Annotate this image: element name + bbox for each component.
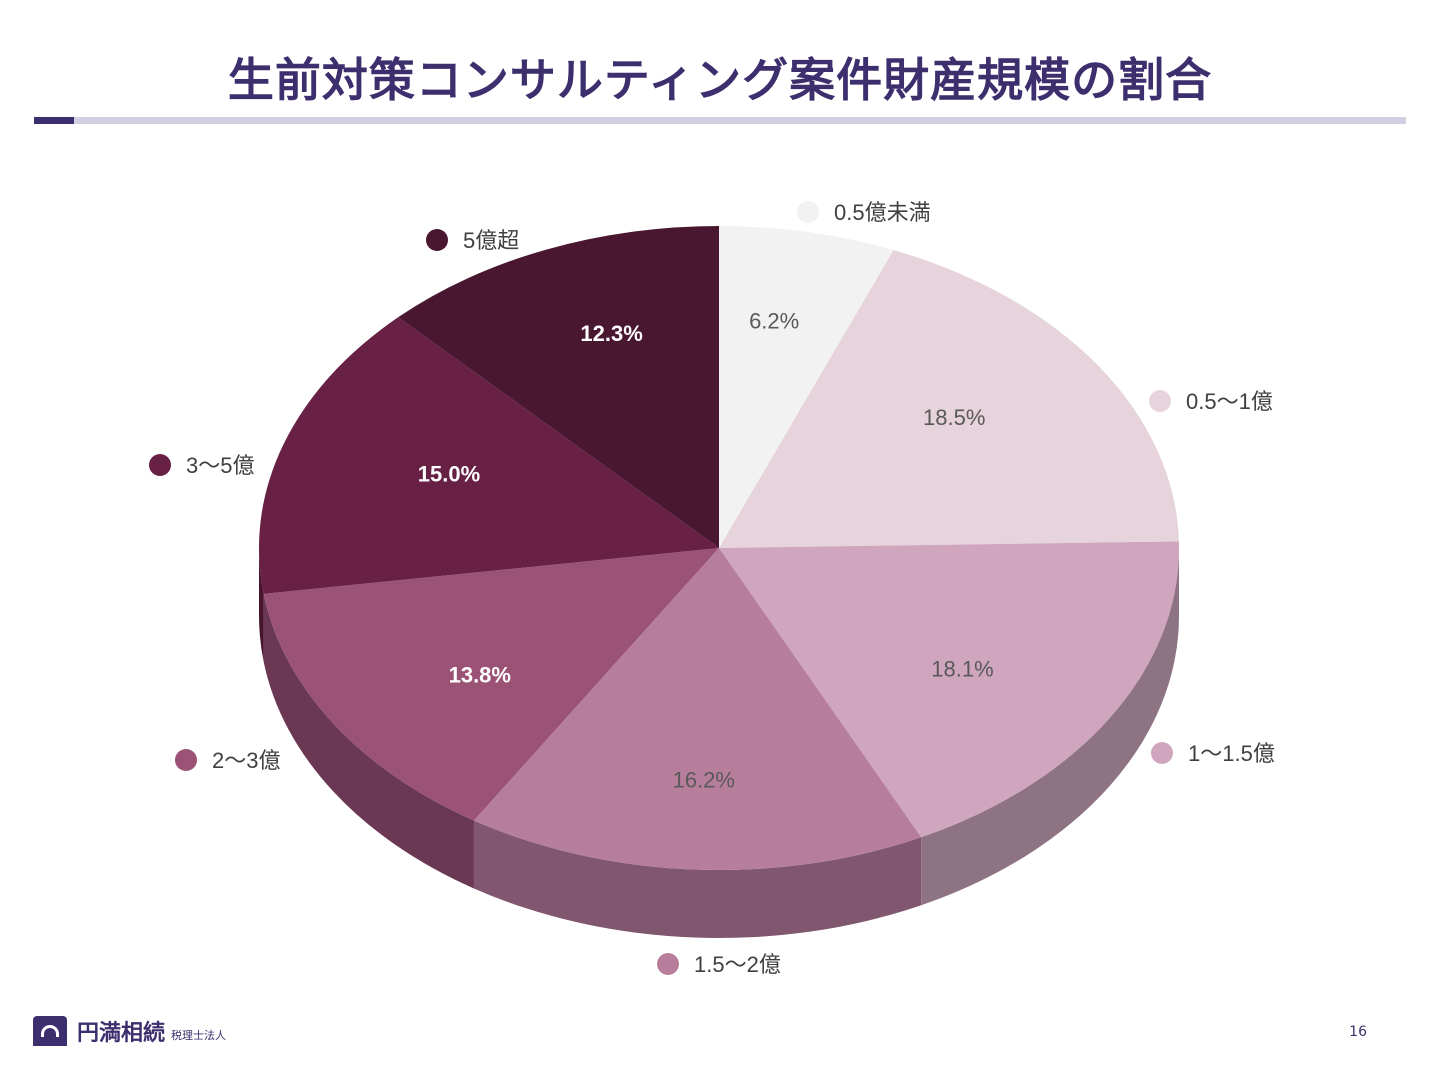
slice-5-legend-marker (175, 749, 197, 771)
slice-2-legend-marker (1149, 390, 1171, 412)
slice-1-value-label: 6.2% (749, 309, 799, 334)
logo-mark-icon (33, 1016, 67, 1046)
slice-2-wedge (719, 250, 1179, 548)
slice-3-side (921, 548, 1179, 906)
slice-4-legend-label: 1.5～2億 (694, 952, 781, 977)
slice-4-wedge (473, 548, 922, 870)
slice-7-legend-label: 5億超 (463, 228, 519, 253)
slice-5-side (263, 593, 474, 889)
slice-6-side (259, 548, 264, 662)
slice-6-value-label: 15.0% (418, 461, 480, 486)
title-underline-accent (34, 117, 74, 124)
slice-7-value-label: 12.3% (580, 321, 642, 346)
slice-1-legend-label: 0.5億未満 (834, 200, 931, 225)
slice-2-value-label: 18.5% (923, 405, 985, 430)
pie-slices (259, 226, 1179, 870)
company-logo: 円満相続 税理士法人 (33, 1015, 226, 1047)
slice-5-value-label: 13.8% (449, 662, 511, 687)
title-underline (34, 117, 1406, 124)
slice-6-legend-marker (149, 454, 171, 476)
slice-3-legend-label: 1～1.5億 (1188, 741, 1275, 766)
page-number: 16 (1349, 1024, 1367, 1040)
slice-4-legend-marker (657, 953, 679, 975)
slice-6-wedge (259, 317, 719, 594)
slice-5-legend-label: 2～3億 (212, 748, 280, 773)
slice-7-legend-marker (426, 229, 448, 251)
slice-1-legend-marker (797, 201, 819, 223)
slice-5-wedge (263, 548, 719, 821)
slice-3-wedge (719, 541, 1179, 838)
slice-4-value-label: 16.2% (673, 768, 735, 793)
slice-1-wedge (719, 226, 894, 548)
slice-4-side (473, 820, 922, 938)
slice-3-legend-marker (1151, 742, 1173, 764)
slice-6-legend-label: 3～5億 (186, 453, 254, 478)
slice-2-legend-label: 0.5～1億 (1186, 389, 1273, 414)
pie-value-labels: 6.2% 18.5% 18.1% 16.2% 13.8% 15.0% 12.3% (418, 309, 994, 793)
slice-3-value-label: 18.1% (931, 657, 993, 682)
logo-brand-subtitle: 税理士法人 (171, 1029, 227, 1042)
slice-7-wedge (398, 226, 719, 548)
pie-legend: 0.5億未満 0.5～1億 1～1.5億 1.5～2億 2～3億 3～5億 5億超 (149, 200, 1275, 977)
logo-brand-name: 円満相続 (77, 1021, 166, 1046)
page-title: 生前対策コンサルティング案件財産規模の割合 (227, 53, 1213, 107)
pie-side-walls (259, 548, 1179, 938)
